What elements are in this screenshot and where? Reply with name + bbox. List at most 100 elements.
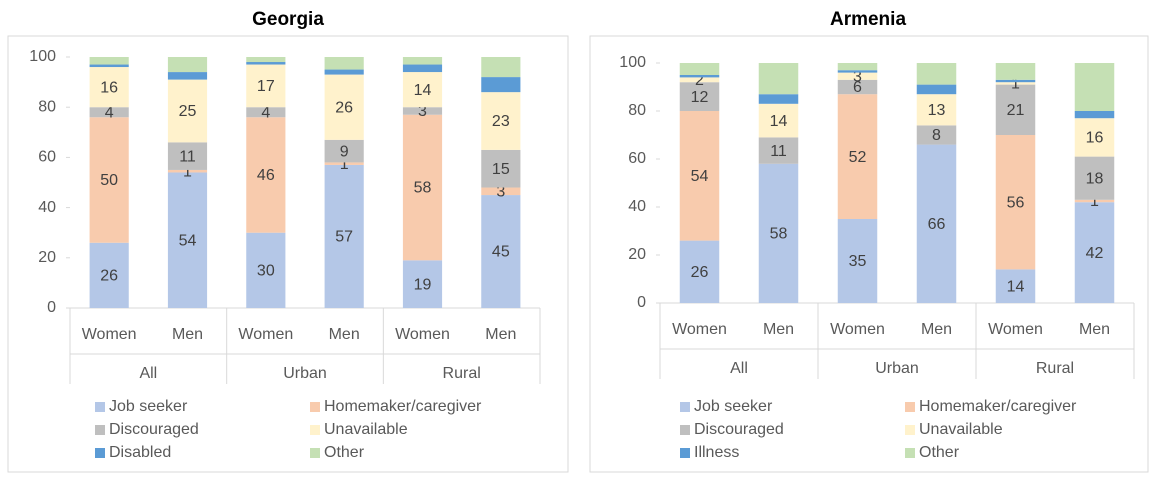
data-label: 8	[932, 127, 941, 144]
bar-segment	[89, 242, 129, 308]
bar-segment	[995, 84, 1036, 135]
data-label: 6	[853, 79, 862, 96]
legend-label: Unavailable	[919, 421, 1003, 438]
bar-segment	[402, 114, 443, 261]
y-tick-label: 40	[38, 199, 56, 216]
bar-segment	[837, 72, 878, 80]
bar-segment	[89, 57, 129, 65]
x-tick-label: Men	[1079, 321, 1110, 338]
data-label: 26	[691, 264, 709, 281]
data-label: 58	[770, 226, 788, 243]
legend-label: Other	[919, 444, 960, 461]
bar-segment	[837, 94, 878, 219]
data-label: 26	[335, 99, 353, 116]
legend-swatch	[680, 425, 690, 435]
bar-segment	[995, 135, 1036, 270]
x-tick-label: Men	[329, 326, 360, 343]
data-label: 17	[257, 78, 275, 95]
group-label: Urban	[283, 365, 327, 382]
bar-segment	[402, 107, 443, 115]
data-label: 16	[100, 79, 118, 96]
data-label: 11	[179, 148, 196, 165]
group-label: Rural	[1036, 360, 1074, 377]
data-label: 30	[257, 263, 275, 280]
bar-segment	[679, 240, 720, 303]
y-tick-label: 100	[29, 48, 56, 65]
data-label: 21	[1007, 102, 1025, 119]
bar-segment	[995, 82, 1036, 85]
x-tick-label: Men	[485, 326, 516, 343]
data-label: 26	[100, 268, 118, 285]
chart-title: Georgia	[252, 9, 324, 30]
legend-swatch	[310, 425, 320, 435]
y-tick-label: 60	[628, 150, 646, 167]
legend-label: Homemaker/caregiver	[324, 398, 482, 415]
data-label: 57	[335, 229, 353, 246]
bar-segment	[1074, 199, 1115, 203]
legend-label: Illness	[694, 444, 739, 461]
chart-title: Armenia	[830, 9, 906, 30]
data-label: 4	[105, 104, 114, 121]
bar-segment	[167, 142, 208, 170]
chart-border	[7, 35, 569, 473]
bar-segment	[481, 195, 521, 308]
legend-swatch	[310, 448, 320, 458]
data-label: 11	[770, 143, 787, 160]
group-label: All	[730, 360, 748, 377]
bar-segment	[916, 144, 957, 303]
y-tick-label: 0	[637, 294, 646, 311]
bar-segment	[916, 63, 957, 85]
data-label: 45	[492, 244, 510, 261]
data-label: 1	[340, 156, 349, 173]
bar-segment	[246, 57, 286, 63]
bar-segment	[167, 57, 208, 73]
data-label: 13	[928, 102, 946, 119]
y-tick-label: 80	[38, 98, 56, 115]
legend-swatch	[680, 448, 690, 458]
bar-segment	[167, 79, 208, 143]
bar-segment	[246, 62, 286, 65]
data-label: 56	[1007, 194, 1025, 211]
legend-swatch	[680, 402, 690, 412]
group-label: Urban	[875, 360, 919, 377]
legend-label: Job seeker	[109, 398, 188, 415]
bar-segment	[481, 57, 521, 78]
chart-border	[589, 35, 1149, 473]
x-tick-label: Women	[82, 326, 137, 343]
bar-segment	[995, 79, 1036, 83]
legend-label: Unavailable	[324, 421, 408, 438]
y-tick-label: 40	[628, 198, 646, 215]
x-tick-label: Women	[238, 326, 293, 343]
data-label: 42	[1086, 245, 1104, 262]
bar-segment	[324, 162, 364, 165]
bar-segment	[89, 117, 129, 243]
bar-segment	[679, 82, 720, 111]
bar-segment	[758, 163, 799, 303]
legend-swatch	[905, 448, 915, 458]
bar-segment	[758, 63, 799, 95]
bar-segment	[916, 94, 957, 126]
group-label: All	[139, 365, 157, 382]
bar-segment	[481, 92, 521, 150]
bar-segment	[246, 117, 286, 233]
y-tick-label: 100	[619, 54, 646, 71]
legend-label: Job seeker	[694, 398, 773, 415]
data-label: 46	[257, 167, 275, 184]
x-tick-label: Men	[763, 321, 794, 338]
x-tick-label: Women	[672, 321, 727, 338]
bar-segment	[324, 69, 364, 75]
y-tick-label: 20	[38, 249, 56, 266]
bar-segment	[679, 77, 720, 83]
data-label: 12	[691, 89, 709, 106]
x-tick-label: Women	[395, 326, 450, 343]
bar-segment	[246, 64, 286, 108]
bar-segment	[758, 94, 799, 104]
legend-label: Discouraged	[109, 421, 199, 438]
x-tick-label: Women	[988, 321, 1043, 338]
x-tick-label: Women	[830, 321, 885, 338]
bar-segment	[758, 137, 799, 164]
data-label: 19	[414, 276, 432, 293]
legend-swatch	[95, 448, 105, 458]
bar-segment	[402, 57, 443, 65]
